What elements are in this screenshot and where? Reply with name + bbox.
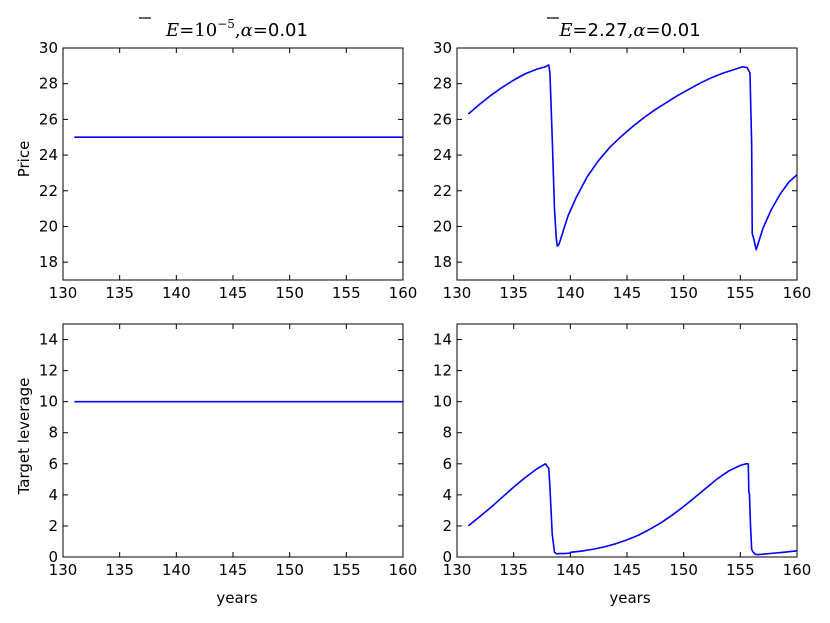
y-tick-label: 20 — [39, 217, 58, 235]
title-alpha: α — [241, 20, 253, 41]
y-tick-label: 0 — [442, 548, 452, 566]
title-e-symbol: E — [558, 20, 572, 41]
x-tick-label: 160 — [389, 561, 418, 579]
y-tick-label: 2 — [48, 517, 58, 535]
x-tick-label: 145 — [219, 561, 248, 579]
y-tick-label: 4 — [48, 486, 58, 504]
y-tick-label: 14 — [39, 331, 58, 349]
y-tick-label: 14 — [433, 331, 452, 349]
x-tick-label: 130 — [443, 561, 472, 579]
x-tick-label: 140 — [556, 284, 585, 302]
x-tick-label: 145 — [613, 561, 642, 579]
y-tick-label: 30 — [433, 39, 452, 57]
x-axis-label-left: years — [216, 589, 257, 607]
series-line — [467, 462, 798, 556]
title-comma: , — [628, 20, 634, 41]
title-alpha-value: 0.01 — [268, 20, 308, 41]
x-tick-label: 155 — [726, 284, 755, 302]
y-tick-label: 10 — [39, 393, 58, 411]
axes-frame — [456, 323, 798, 558]
y-tick-label: 26 — [39, 110, 58, 128]
y-axis-label-leverage: Target leverage — [15, 378, 33, 496]
x-tick-label: 150 — [669, 284, 698, 302]
x-tick-label: 135 — [105, 561, 134, 579]
x-tick-label: 135 — [105, 284, 134, 302]
panel-price-high-e: 130 135 140 145 150 155 160 18 20 22 24 26 28 30 — [433, 39, 811, 302]
y-tick-label: 18 — [39, 253, 58, 271]
panel-leverage-low-e: 130 135 140 145 150 155 160 0 2 4 6 8 10 12 14 — [39, 323, 418, 579]
title-e-value: 2.27 — [588, 20, 628, 41]
y-tick-label: 12 — [433, 362, 452, 380]
y-tick-label: 0 — [48, 548, 58, 566]
title-exponent: −5 — [217, 17, 235, 31]
x-tick-label: 155 — [726, 561, 755, 579]
title-eq: = — [572, 20, 587, 41]
y-tick-label: 22 — [39, 182, 58, 200]
title-comma: , — [235, 20, 241, 41]
title-eq: = — [179, 20, 194, 41]
y-tick-label: 8 — [48, 424, 58, 442]
y-tick-label: 6 — [442, 455, 452, 473]
x-tick-label: 130 — [443, 284, 472, 302]
panel-title-right: E=2.27,α=0.01 — [558, 20, 700, 41]
axes-frame — [62, 47, 404, 281]
y-tick-label: 24 — [39, 146, 58, 164]
y-tick-label: 10 — [433, 393, 452, 411]
x-tick-label: 140 — [556, 561, 585, 579]
y-tick-label: 30 — [39, 39, 58, 57]
y-tick-label: 28 — [433, 75, 452, 93]
axes-frame — [62, 323, 404, 558]
title-alpha: α — [633, 20, 645, 41]
panel-title-left: E=10−5,α=0.01 — [165, 17, 308, 41]
y-tick-label: 24 — [433, 146, 452, 164]
x-tick-label: 160 — [389, 284, 418, 302]
x-tick-label: 140 — [162, 284, 191, 302]
y-tick-label: 8 — [442, 424, 452, 442]
x-tick-label: 160 — [783, 284, 812, 302]
y-tick-label: 22 — [433, 182, 452, 200]
y-axis-label-price: Price — [15, 141, 33, 178]
y-tick-label: 18 — [433, 253, 452, 271]
x-tick-label: 140 — [162, 561, 191, 579]
panel-leverage-high-e: 130 135 140 145 150 155 160 0 2 4 6 8 10 12 14 — [433, 323, 812, 579]
x-tick-label: 130 — [49, 284, 78, 302]
y-tick-label: 2 — [442, 517, 452, 535]
x-tick-label: 155 — [332, 284, 361, 302]
y-tick-label: 6 — [48, 455, 58, 473]
x-axis-label-right: years — [609, 589, 650, 607]
y-tick-label: 12 — [39, 362, 58, 380]
x-tick-label: 155 — [332, 561, 361, 579]
x-tick-label: 150 — [275, 284, 304, 302]
title-eq2: = — [646, 20, 661, 41]
x-tick-label: 135 — [499, 561, 528, 579]
y-tick-label: 20 — [433, 217, 452, 235]
panel-price-low-e: 130 135 140 145 150 155 160 18 20 22 24 26 28 30 — [39, 39, 417, 302]
title-e-symbol: E — [165, 20, 179, 41]
y-tick-label: 28 — [39, 75, 58, 93]
x-tick-label: 150 — [275, 561, 304, 579]
series-line — [467, 64, 798, 251]
x-tick-label: 160 — [783, 561, 812, 579]
title-alpha-value: 0.01 — [661, 20, 701, 41]
y-tick-label: 4 — [442, 486, 452, 504]
y-tick-label: 26 — [433, 110, 452, 128]
x-tick-label: 130 — [49, 561, 78, 579]
x-tick-label: 145 — [219, 284, 248, 302]
x-tick-label: 145 — [613, 284, 642, 302]
x-tick-label: 135 — [499, 284, 528, 302]
x-tick-label: 150 — [669, 561, 698, 579]
title-eq2: = — [253, 20, 268, 41]
title-base: 10 — [194, 20, 217, 41]
